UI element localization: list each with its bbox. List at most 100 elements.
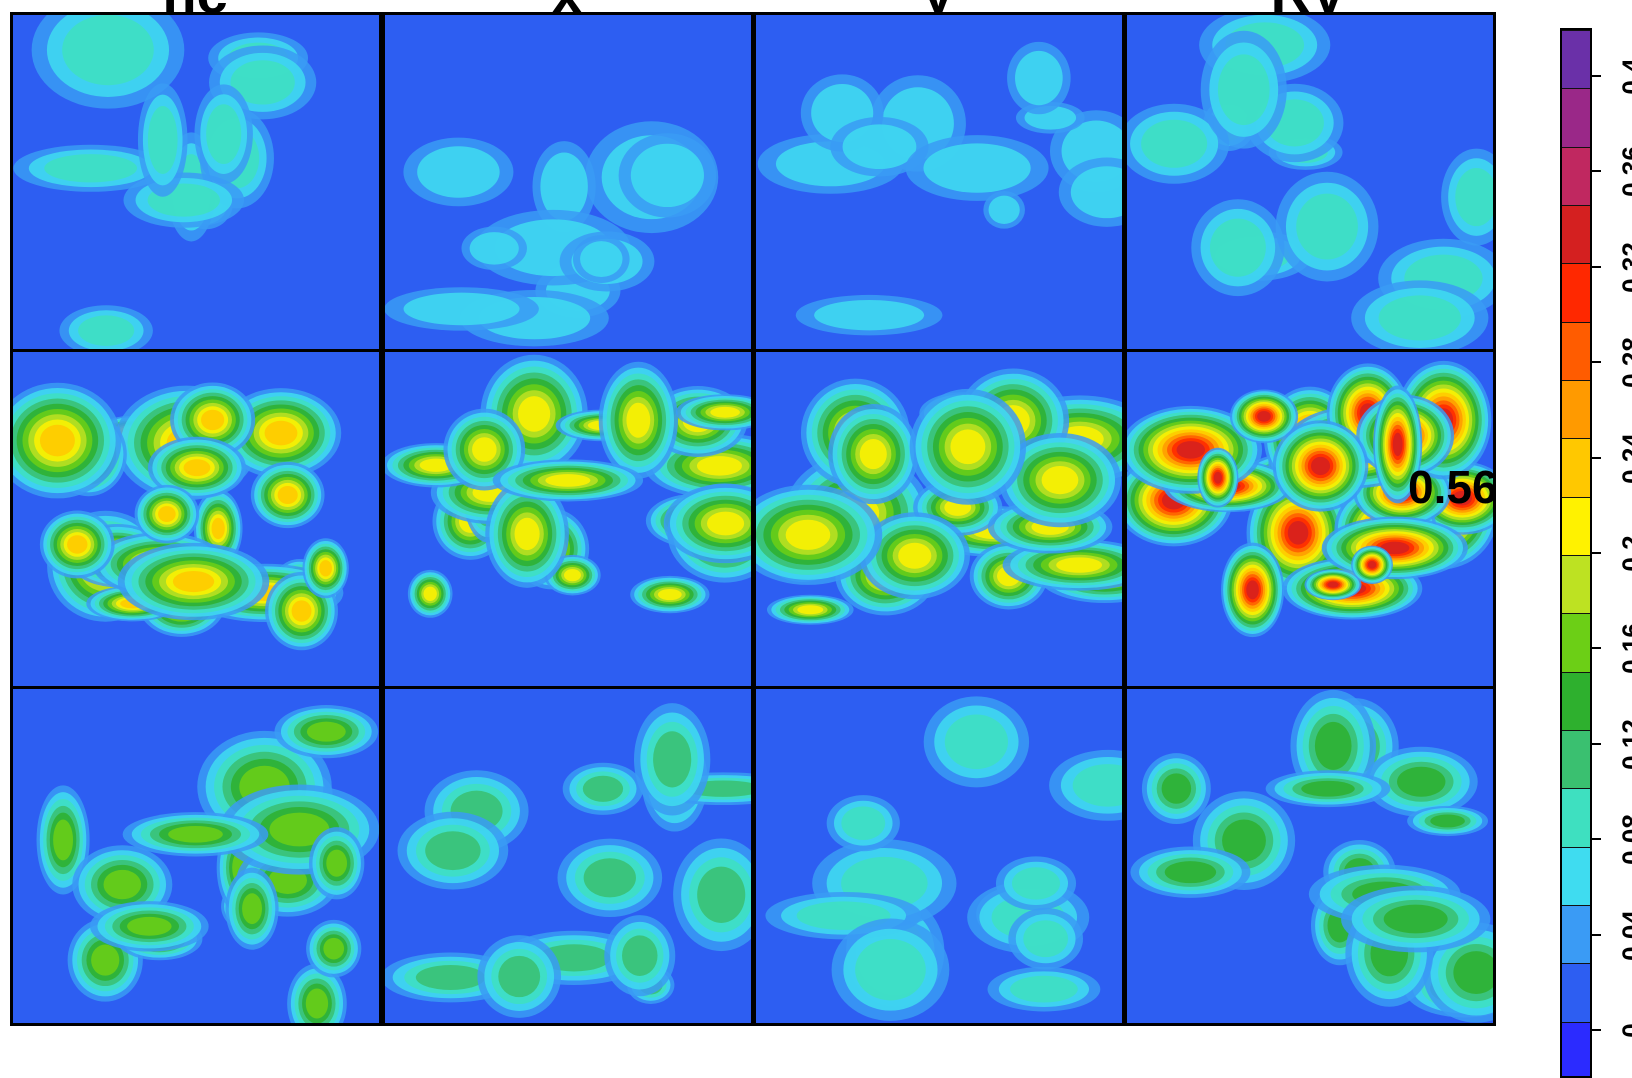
contour-blob [583,858,636,898]
contour-blob [53,819,74,861]
contour-blob [423,586,437,601]
colorbar-tick [1591,170,1601,173]
contour-blob [291,600,312,622]
contour-panel-r2-rv [1124,349,1496,689]
contour-blob [269,812,330,847]
contour-blob [697,866,746,923]
colorbar-tick [1591,838,1601,841]
colorbar-level [1562,613,1590,672]
contour-blob [1072,764,1122,807]
contour-blob [580,241,623,278]
colorbar-level [1562,730,1590,789]
contour-blob [472,437,497,462]
contour-blob [1392,432,1403,457]
colorbar-level [1562,1021,1590,1076]
contour-panel-r2-nc [10,349,382,689]
contour-blob [147,106,178,175]
colorbar-level [1562,30,1590,89]
colorbar-tick-label: 0.24 [1616,432,1632,484]
contour-blob [419,458,453,472]
contour-blob [1176,441,1206,459]
contour-blob [1455,167,1493,227]
contour-blob [710,406,740,418]
contour-blob [545,474,591,487]
colorbar-level [1562,963,1590,1022]
contour-blob [1015,50,1063,106]
contour-blob [1010,975,1078,1003]
colorbar-tick-label: 0.04 [1616,910,1632,961]
contour-blob [923,143,1031,193]
contour-blob [950,429,986,465]
contour-blob [1314,721,1352,770]
colorbar-tick [1591,456,1601,459]
contour-blob [67,535,88,554]
contour-panel-r3-rv [1124,686,1496,1026]
colorbar-tick [1591,1029,1601,1032]
contour-blob [988,195,1020,224]
contour-blob [264,420,298,446]
contour-blob [326,849,348,877]
contour-panel-r1-nc [10,12,382,352]
contour-blob [564,569,581,582]
contour-blob [1397,766,1446,797]
contour-blob [44,154,138,183]
contour-blob [211,517,225,540]
colorbar-level [1562,205,1590,264]
contour-blob [1378,295,1461,341]
contour-blob [1056,557,1103,573]
contour-blob [498,955,541,998]
colorbar-tick [1591,933,1601,936]
contour-blob [1380,541,1410,555]
contour-blob [1383,904,1448,934]
colorbar-tick [1591,74,1601,77]
colorbar-level [1562,321,1590,380]
colorbar-tick-label: 0.2 [1616,535,1632,572]
contour-blob [78,315,135,346]
colorbar-tick-label: 0.4 [1616,58,1632,95]
contour-blob [1296,193,1358,260]
contour-blob [306,721,346,742]
colorbar-level [1562,905,1590,964]
colorbar-level [1562,788,1590,847]
contour-blob [1041,465,1079,495]
contour-blob [323,937,345,960]
contour-blob [1070,166,1122,219]
contour-blob [1023,920,1069,958]
contour-blob [785,519,831,550]
contour-blob [657,588,682,601]
contour-blob [1011,867,1061,900]
contour-blob [206,104,242,164]
contour-blob [582,775,624,802]
contour-blob [1209,218,1266,277]
contour-panel-r1-x [382,12,754,352]
contour-blob [305,988,329,1019]
colorbar-tick-label: 0.08 [1616,814,1632,866]
contour-blob [514,517,540,551]
contour-blob [319,560,332,577]
colorbar-level [1562,496,1590,555]
colorbar-level [1562,88,1590,147]
colorbar-level [1562,555,1590,614]
contour-blob [1257,410,1271,422]
contour-blob [841,806,886,841]
contour-blob [1161,773,1192,804]
contour-blob [653,731,692,788]
contour-blob [103,869,142,900]
contour-panel-r1-rv [1124,12,1496,352]
contour-blob [842,124,917,170]
colorbar-level [1562,263,1590,322]
colorbar-tick-label: 0.12 [1616,719,1632,770]
colorbar-level [1562,671,1590,730]
contour-blob [1141,119,1208,168]
colorbar-tick-label: 0 [1617,991,1632,1071]
contour-blob [898,542,932,569]
contour-blob [1327,581,1339,588]
contour-blob [1246,580,1259,600]
colorbar-tick-label: 0.36 [1616,146,1632,197]
contour-blob [859,439,887,470]
colorbar-level [1562,438,1590,497]
colorbar-tick [1591,265,1601,268]
contour-blob [1213,471,1222,484]
contour-blob [1430,814,1465,828]
contour-blob [1222,819,1266,862]
